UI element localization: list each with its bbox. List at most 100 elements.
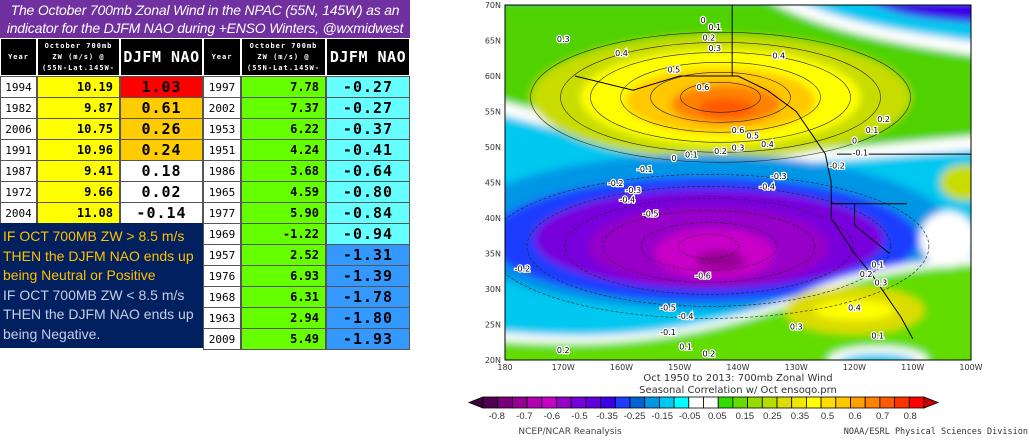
coastline — [574, 75, 914, 339]
contour-label: 0.6 — [732, 126, 745, 135]
zw-cell: 7.78 — [241, 76, 326, 98]
contour-label: 0.1 — [871, 261, 884, 270]
lat-tick-label: 55N — [485, 108, 501, 117]
contour-label: 0.6 — [697, 83, 710, 92]
note-line: IF OCT 700MB ZW > 8.5 m/s — [3, 228, 185, 244]
contour-label: 0.3 — [875, 278, 888, 287]
lon-tick-label: 160W — [610, 363, 633, 372]
colorbar-label: -0.8 — [489, 411, 505, 422]
colorbar-label: 0.05 — [708, 411, 727, 422]
lat-tick-label: 65N — [485, 37, 501, 46]
colorbar-label: 0.8 — [904, 411, 917, 422]
colorbar-label: -0.6 — [544, 411, 560, 422]
nao-cell: 0.18 — [120, 160, 203, 182]
pos-07 — [698, 97, 755, 118]
contour-label: 0.4 — [615, 49, 628, 58]
year-cell: 1972 — [0, 181, 37, 203]
year-cell: 1968 — [203, 286, 241, 308]
header-nao: DJFM NAO — [326, 38, 410, 76]
colorbar-over-arrow — [923, 396, 940, 409]
colorbar-label: 0.25 — [763, 411, 782, 422]
colorbar-box — [732, 396, 748, 409]
colorbar-label: -0.35 — [596, 411, 618, 422]
contour-label: 0 — [671, 154, 676, 163]
colorbar-box — [717, 396, 734, 409]
contour-label: 0 — [701, 16, 706, 25]
zw-cell: 5.49 — [241, 328, 326, 350]
colorbar-box — [658, 396, 675, 409]
colorbar-box — [761, 396, 778, 409]
colorbar-box — [512, 396, 528, 409]
colorbar-label: -0.05 — [679, 411, 701, 422]
nao-cell: 0.02 — [120, 181, 203, 203]
nao-cell: -1.39 — [326, 265, 410, 287]
year-cell: 1987 — [0, 160, 37, 182]
source-label: NCEP/NCAR Reanalysis — [518, 427, 622, 437]
zw-cell: 4.59 — [241, 181, 326, 203]
contour-label: -0.1 — [637, 165, 653, 174]
nao-cell: -0.84 — [326, 202, 410, 224]
zw-cell: 9.41 — [37, 160, 120, 182]
year-cell: 2002 — [203, 97, 241, 119]
contour-line — [678, 234, 740, 259]
contour-line — [620, 62, 821, 133]
nao-cell: -1.80 — [326, 307, 410, 329]
lat-tick-label: 20N — [485, 356, 501, 365]
colorbar-under-arrow — [467, 396, 484, 409]
nao-cell: 0.61 — [120, 97, 203, 119]
lat-tick-label: 40N — [485, 214, 501, 223]
lat-tick-label: 50N — [485, 143, 501, 152]
contour-label: 0 — [852, 136, 857, 145]
zw-cell: 10.96 — [37, 139, 120, 161]
colorbar-box — [820, 396, 837, 409]
zw-cell: 2.52 — [241, 244, 326, 266]
zw-cell: 9.66 — [37, 181, 120, 203]
year-cell: 1957 — [203, 244, 241, 266]
colorbar-box — [673, 396, 690, 409]
contour-label: 0.1 — [866, 126, 879, 135]
contour-line — [564, 198, 854, 295]
year-cell: 1951 — [203, 139, 241, 161]
contour-line — [560, 42, 881, 153]
colorbar-box — [703, 396, 719, 409]
zw-cell: 9.87 — [37, 97, 120, 119]
colorbar-box — [629, 396, 646, 409]
note-line: THEN the DJFM NAO ends up — [3, 306, 194, 322]
lon-tick-label: 100W — [959, 363, 982, 372]
contour-line — [680, 82, 761, 113]
contour-label: -0.2 — [515, 264, 531, 273]
contour-label: -0.2 — [608, 179, 624, 188]
note-line: THEN the DJFM NAO ends up — [3, 247, 194, 264]
zero-inland — [919, 211, 971, 268]
nao-cell: -0.94 — [326, 223, 410, 245]
colorbar-box — [541, 396, 557, 409]
contour-label: -0.3 — [625, 186, 641, 195]
contour-line — [602, 210, 816, 283]
lat-tick-label: 45N — [485, 179, 501, 188]
zw-cell: 10.75 — [37, 118, 120, 140]
year-cell: 1997 — [203, 76, 241, 98]
contour-label: -0.5 — [643, 210, 659, 219]
contour-label: 0.2 — [703, 349, 716, 358]
header-zw-line: (55N-Lat.145W- — [246, 63, 320, 72]
contour-line — [526, 186, 892, 307]
colorbar-box — [864, 396, 881, 409]
contour-label: 0.3 — [557, 35, 570, 44]
header-zw-line: (55N-Lat.145W- — [41, 63, 115, 72]
lon-tick-label: 110W — [901, 363, 924, 372]
header-zw-line: October 700mb — [44, 41, 113, 50]
contour-label: -0.3 — [771, 172, 787, 181]
year-cell: 1977 — [203, 202, 241, 224]
contour-label: 0.1 — [679, 342, 692, 351]
lon-tick-label: 120W — [843, 363, 866, 372]
lon-tick-label: 150W — [668, 363, 691, 372]
credit-label: NOAA/ESRL Physical Sciences Division — [844, 427, 1028, 437]
lon-tick-label: 130W — [785, 363, 808, 372]
colorbar-box — [644, 396, 660, 409]
zw-cell: 6.31 — [241, 286, 326, 308]
colorbar-label: 0.35 — [791, 411, 810, 422]
nao-cell: 0.24 — [120, 139, 203, 161]
nao-cell: -0.14 — [120, 202, 203, 224]
note-line: being Negative. — [3, 325, 101, 342]
year-cell: 2004 — [0, 202, 37, 224]
